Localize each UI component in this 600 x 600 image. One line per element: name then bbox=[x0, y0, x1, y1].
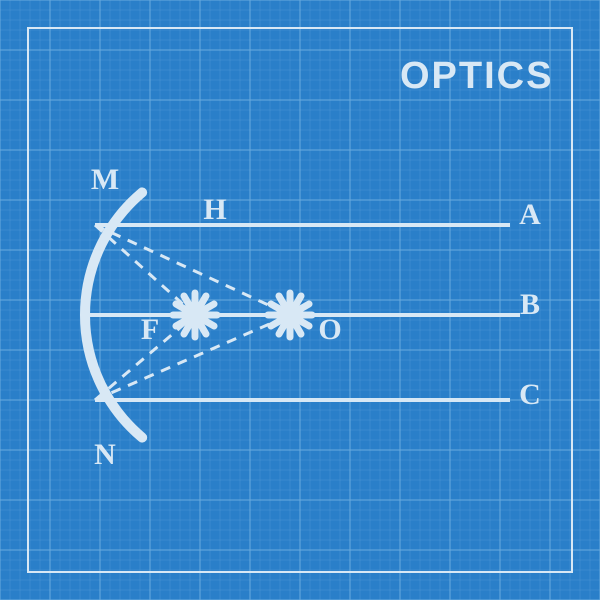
label-B: B bbox=[520, 288, 540, 322]
label-M: M bbox=[91, 163, 119, 197]
label-C: C bbox=[519, 378, 541, 412]
optics-diagram: M N H A B C F O OPTICS bbox=[0, 0, 600, 600]
label-O: O bbox=[318, 313, 341, 347]
label-H: H bbox=[203, 193, 226, 227]
label-A: A bbox=[519, 198, 541, 232]
diagram-title: OPTICS bbox=[400, 55, 553, 98]
label-N: N bbox=[94, 438, 116, 472]
label-F: F bbox=[141, 313, 159, 347]
